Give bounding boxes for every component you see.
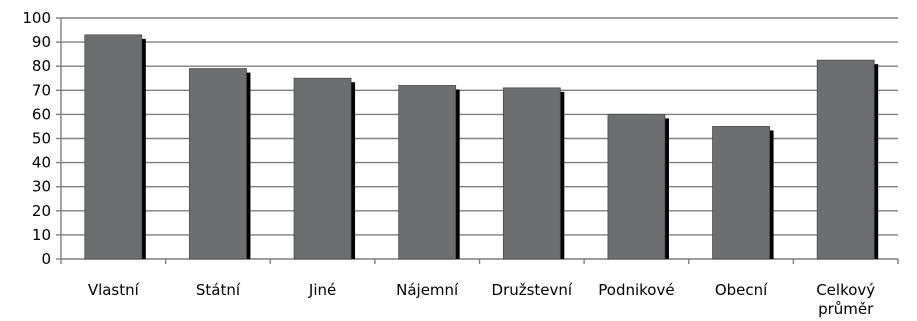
x-category-label: Podnikové — [598, 281, 674, 299]
bar — [189, 69, 246, 259]
y-tick-label: 0 — [41, 250, 51, 268]
bar — [399, 85, 456, 259]
x-category-label: Vlastní — [88, 281, 140, 299]
y-tick-label: 90 — [32, 33, 51, 51]
y-tick-label: 20 — [32, 202, 51, 220]
x-category-label: Celkový průměr — [816, 281, 875, 318]
y-tick-label: 70 — [32, 81, 51, 99]
y-tick-label: 50 — [32, 130, 51, 148]
x-category-label: Obecní — [715, 281, 768, 299]
y-tick-label: 80 — [32, 57, 51, 75]
x-category-label: Státní — [196, 281, 241, 299]
x-category-label: Jiné — [308, 281, 336, 299]
bar — [713, 126, 770, 259]
x-category-label: Nájemní — [396, 281, 459, 299]
bar — [294, 78, 351, 259]
y-tick-label: 10 — [32, 226, 51, 244]
x-category-label: Družstevní — [492, 281, 573, 299]
y-tick-label: 30 — [32, 178, 51, 196]
y-tick-label: 60 — [32, 105, 51, 123]
bar — [85, 35, 142, 259]
y-tick-label: 40 — [32, 154, 51, 172]
y-axis-tick-labels: 0 10 20 30 40 50 60 70 80 90 100 — [22, 9, 51, 268]
bars — [85, 35, 878, 259]
x-axis-category-labels: Vlastní Státní Jiné Nájemní Družstevní Podnik… — [88, 281, 875, 318]
y-tick-label: 100 — [22, 9, 51, 27]
bar — [817, 60, 874, 259]
bar — [503, 88, 560, 259]
bar — [608, 114, 665, 259]
